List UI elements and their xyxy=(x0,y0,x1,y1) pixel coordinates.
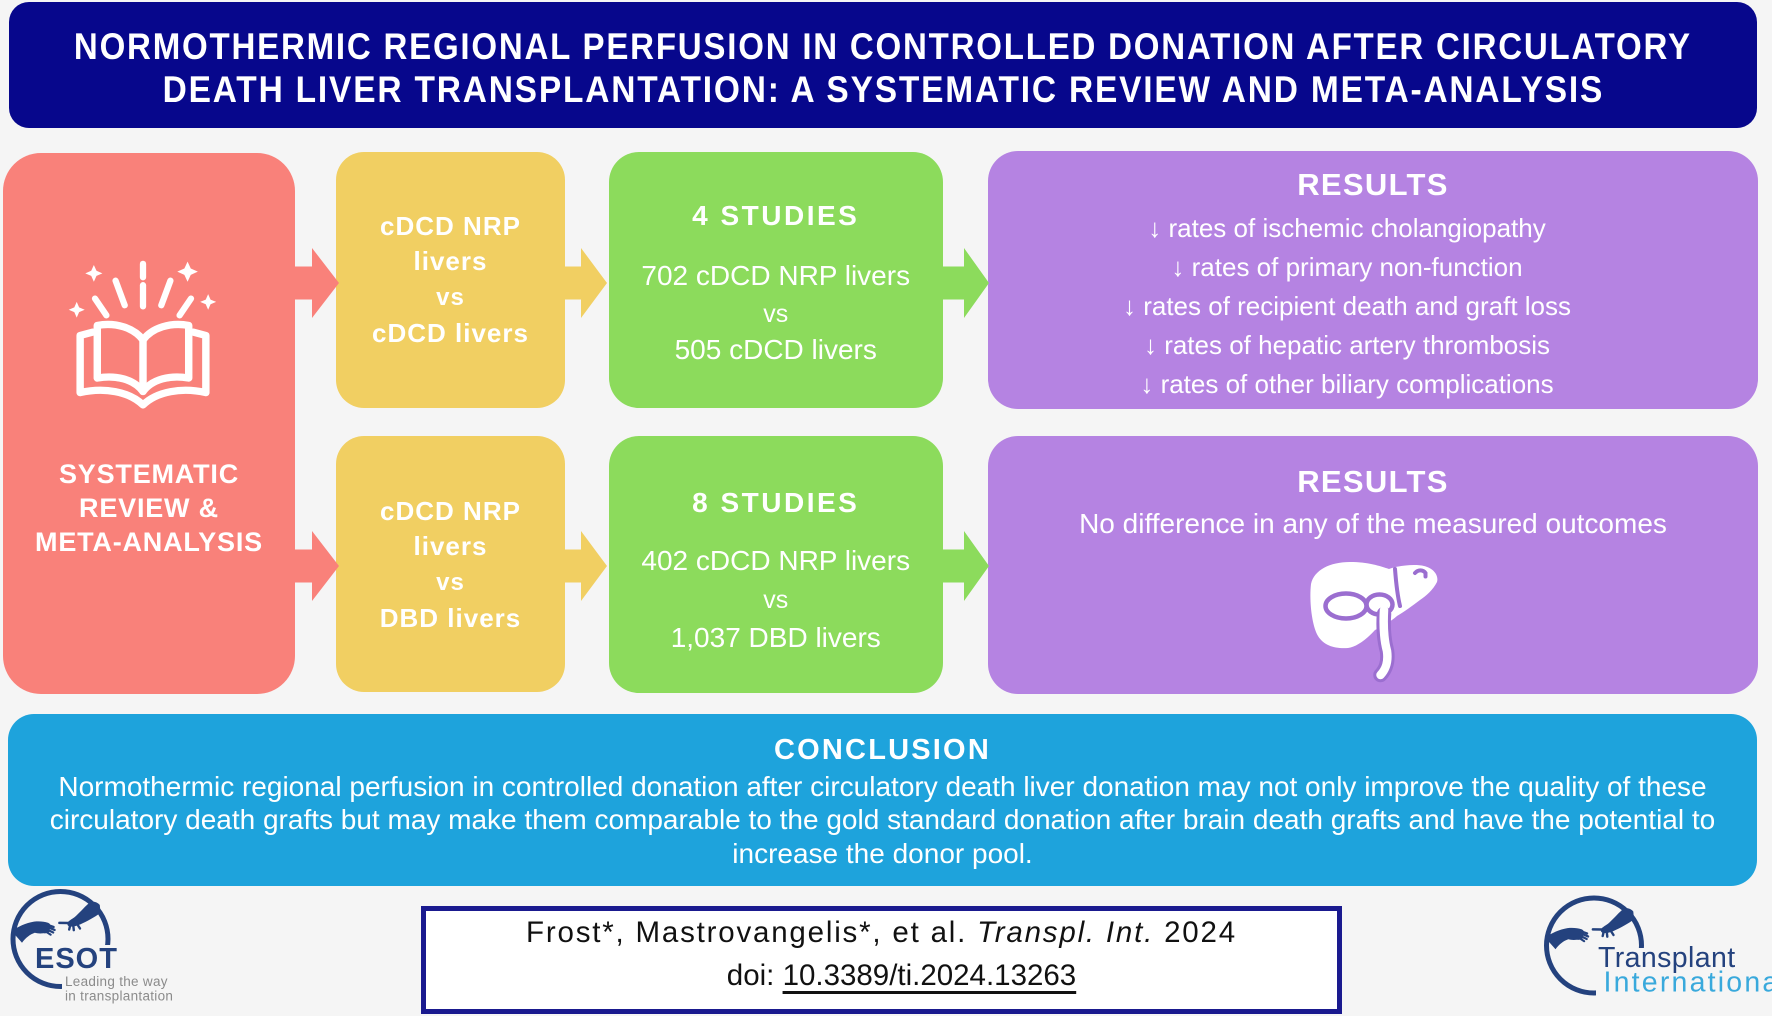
svg-text:Leading the way: Leading the way xyxy=(65,974,168,989)
svg-text:in transplantation: in transplantation xyxy=(65,989,173,1004)
svg-text:International: International xyxy=(1604,966,1772,998)
svg-text:ESOT: ESOT xyxy=(35,943,118,975)
svg-text:Transplant: Transplant xyxy=(1598,942,1736,974)
